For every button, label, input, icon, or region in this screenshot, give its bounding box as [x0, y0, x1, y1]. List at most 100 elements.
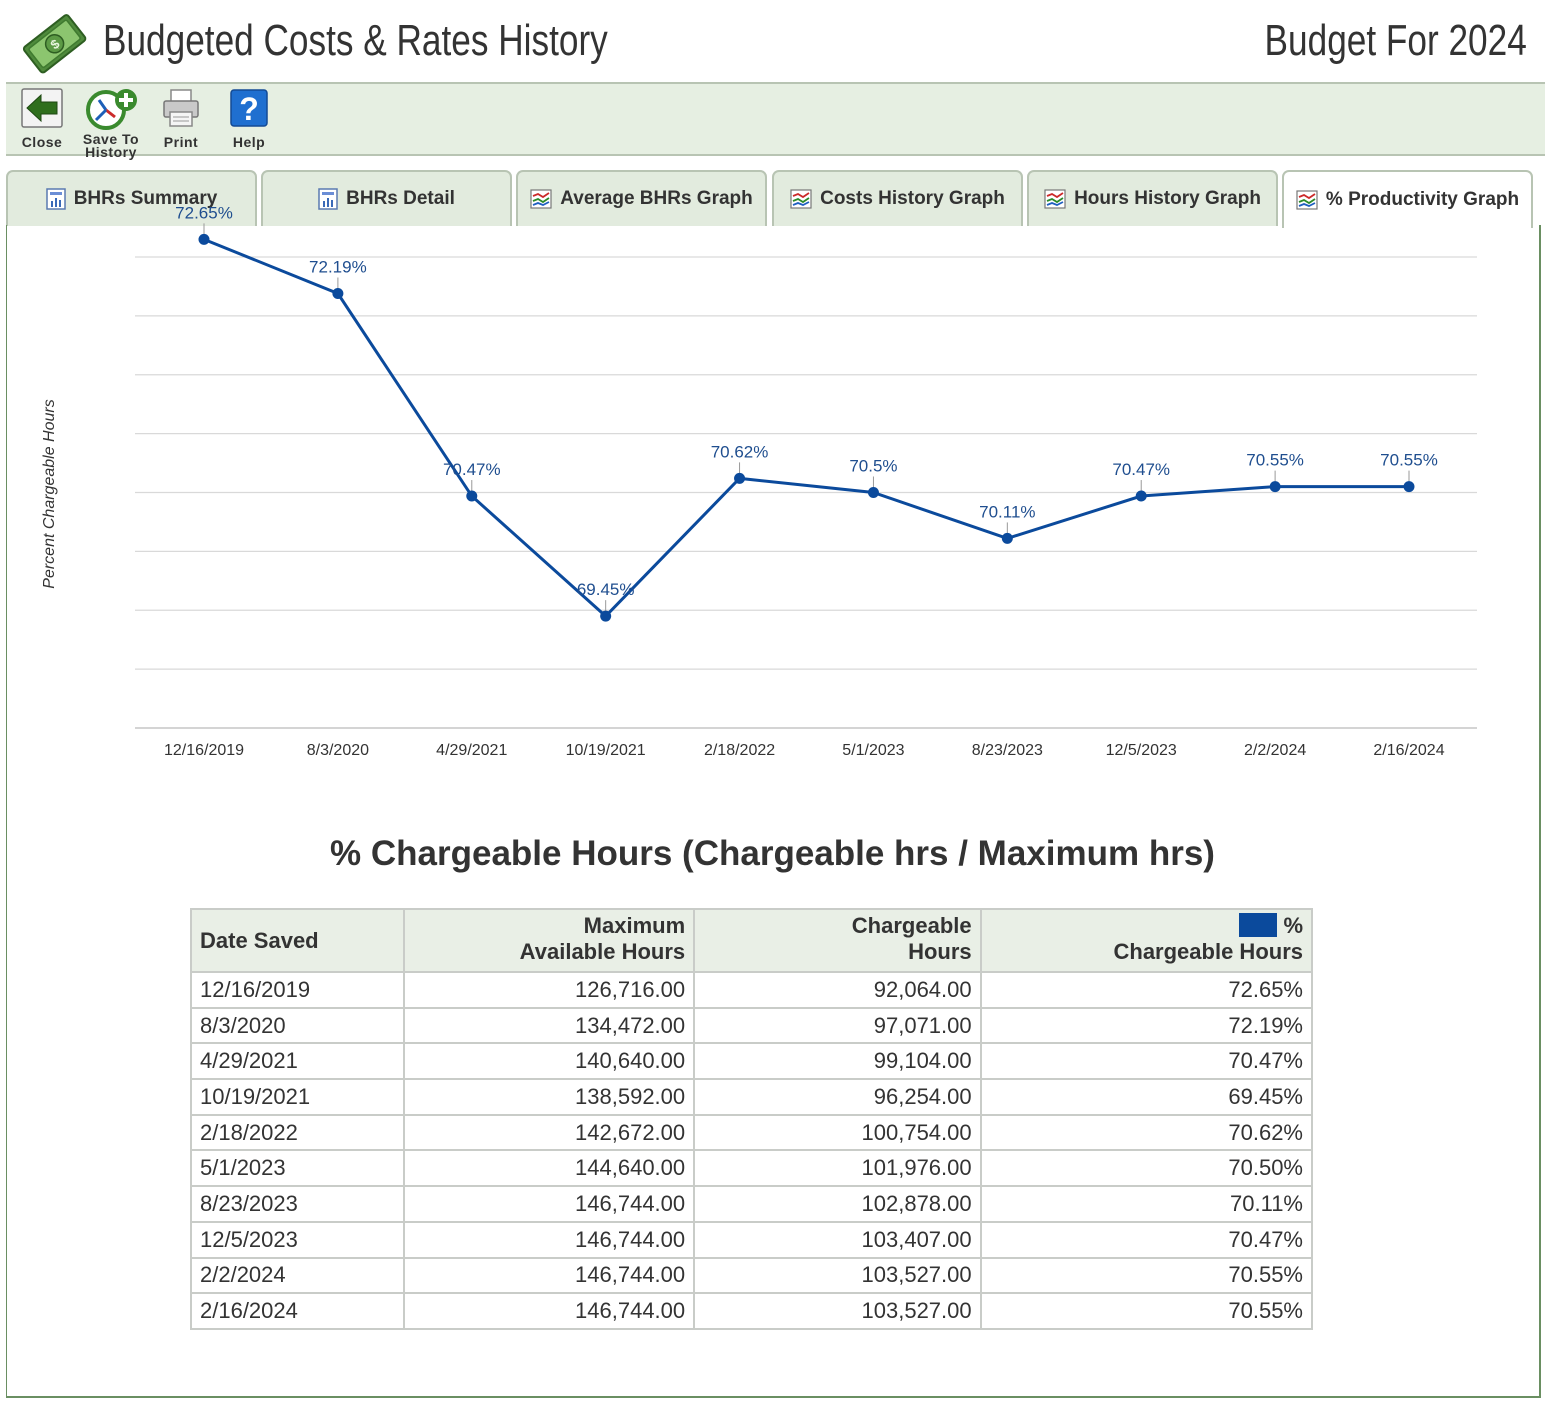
- cell-date-saved: 2/2/2024: [190, 1256, 405, 1295]
- report-icon: [318, 188, 338, 210]
- cell-chargeable-hours: 92,064.00: [693, 971, 982, 1009]
- print-button[interactable]: Print: [160, 88, 202, 149]
- data-point[interactable]: [1403, 481, 1415, 493]
- data-point[interactable]: [600, 610, 612, 622]
- header-charge-line1: Chargeable: [851, 913, 972, 938]
- cell-max-hours: 146,744.00: [402, 1185, 696, 1223]
- data-point[interactable]: [466, 490, 478, 502]
- header-pct-line2: Chargeable Hours: [1113, 939, 1304, 964]
- table-row: 8/23/2023 146,744.00 102,878.00 70.11%: [190, 1185, 1314, 1223]
- tab-label: % Productivity Graph: [1325, 189, 1520, 210]
- data-label: 70.47%: [443, 460, 501, 479]
- chart-series: 72.65% 72.19% 70.47% 69.45% 70.62% 70.5% 70.11…: [175, 203, 1438, 622]
- header-date-saved: Date Saved: [190, 908, 405, 973]
- x-tick-label: 2/2/2024: [1244, 742, 1306, 759]
- data-point[interactable]: [1135, 490, 1147, 502]
- cell-date-saved: 2/18/2022: [190, 1113, 405, 1152]
- table-row: 2/16/2024 146,744.00 103,527.00 70.55%: [190, 1292, 1314, 1330]
- close-label: Close: [21, 134, 63, 150]
- x-tick-label: 5/1/2023: [842, 742, 904, 759]
- table-row: 2/2/2024 146,744.00 103,527.00 70.55%: [190, 1256, 1314, 1295]
- tab-label: Hours History Graph: [1074, 188, 1261, 209]
- line-graph-icon: [1044, 189, 1066, 209]
- data-point[interactable]: [1001, 532, 1013, 544]
- table-row: 12/16/2019 126,716.00 92,064.00 72.65%: [190, 971, 1314, 1009]
- cell-chargeable-hours: 103,407.00: [693, 1220, 982, 1259]
- x-tick-label: 10/19/2021: [566, 742, 646, 759]
- cell-date-saved: 8/3/2020: [190, 1006, 405, 1045]
- productivity-line-chart: Percent Chargeable Hours 12/16/2019 8/3/2…: [41, 203, 1477, 759]
- cell-chargeable-hours: 100,754.00: [693, 1113, 982, 1152]
- data-point[interactable]: [867, 487, 879, 498]
- tab-label: BHRs Summary: [73, 188, 218, 209]
- cell-pct-chargeable: 70.47%: [979, 1220, 1314, 1259]
- x-tick-label: 4/29/2021: [436, 742, 507, 759]
- report-icon: [45, 188, 66, 210]
- cell-pct-chargeable: 70.55%: [979, 1292, 1314, 1330]
- cell-max-hours: 146,744.00: [402, 1256, 696, 1295]
- table-title: % Chargeable Hours (Chargeable hrs / Max…: [330, 834, 1215, 873]
- help-button[interactable]: ? Help: [228, 88, 270, 149]
- cell-pct-chargeable: 70.47%: [979, 1042, 1314, 1081]
- x-tick-label: 8/23/2023: [972, 742, 1043, 759]
- data-point[interactable]: [332, 288, 344, 300]
- printer-icon: [163, 89, 199, 127]
- x-axis-ticks: 12/16/2019 8/3/2020 4/29/2021 10/19/2021 2/1…: [164, 742, 1445, 759]
- cell-pct-chargeable: 69.45%: [979, 1078, 1314, 1116]
- tab-productivity-graph[interactable]: % Productivity Graph: [1282, 170, 1533, 228]
- tab-hours-history-graph[interactable]: Hours History Graph: [1027, 170, 1278, 226]
- save-to-history-button[interactable]: Save To History: [80, 88, 142, 159]
- header-pct-chargeable: % Chargeable Hours: [979, 908, 1314, 973]
- data-point[interactable]: [734, 472, 746, 484]
- line-graph-icon: [530, 189, 552, 209]
- header-max-line2: Available Hours: [519, 939, 686, 964]
- help-label: Help: [232, 134, 266, 150]
- x-tick-label: 2/18/2022: [704, 742, 775, 759]
- tab-costs-history-graph[interactable]: Costs History Graph: [772, 170, 1023, 226]
- cell-chargeable-hours: 103,527.00: [693, 1256, 982, 1295]
- x-tick-label: 2/16/2024: [1373, 742, 1444, 759]
- cell-max-hours: 138,592.00: [402, 1078, 696, 1116]
- table-row: 4/29/2021 140,640.00 99,104.00 70.47%: [190, 1042, 1314, 1081]
- cell-chargeable-hours: 97,071.00: [693, 1006, 982, 1045]
- y-axis-label: Percent Chargeable Hours: [41, 399, 58, 588]
- data-label: 70.62%: [711, 442, 769, 461]
- data-point[interactable]: [1269, 481, 1281, 493]
- cell-date-saved: 2/16/2024: [190, 1292, 405, 1330]
- cell-pct-chargeable: 70.55%: [979, 1256, 1314, 1295]
- table-row: 10/19/2021 138,592.00 96,254.00 69.45%: [190, 1078, 1314, 1116]
- page-title: Budgeted Costs & Rates History: [103, 16, 608, 65]
- cell-max-hours: 140,640.00: [402, 1042, 696, 1081]
- tab-bhrs-summary[interactable]: BHRs Summary: [6, 170, 257, 226]
- tab-average-bhrs-graph[interactable]: Average BHRs Graph: [516, 170, 767, 226]
- cell-max-hours: 146,744.00: [402, 1220, 696, 1259]
- cell-chargeable-hours: 96,254.00: [693, 1078, 982, 1116]
- cell-max-hours: 134,472.00: [402, 1006, 696, 1045]
- data-label: 72.65%: [175, 203, 233, 222]
- budget-year-title: Budget For 2024: [1264, 16, 1527, 65]
- cell-chargeable-hours: 101,976.00: [693, 1149, 982, 1188]
- cell-date-saved: 4/29/2021: [190, 1042, 405, 1081]
- back-arrow-icon: [21, 88, 63, 128]
- table-row: 8/3/2020 134,472.00 97,071.00 72.19%: [190, 1006, 1314, 1045]
- header-max-hours: Maximum Available Hours: [402, 908, 696, 973]
- cell-date-saved: 12/16/2019: [190, 971, 405, 1009]
- data-label: 69.45%: [577, 580, 635, 599]
- x-tick-label: 8/3/2020: [307, 742, 369, 759]
- header-max-line1: Maximum: [583, 913, 686, 938]
- close-button[interactable]: Close: [18, 88, 66, 149]
- tab-bhrs-detail[interactable]: BHRs Detail: [261, 170, 512, 226]
- line-graph-icon: [790, 189, 812, 209]
- header-charge-line2: Hours: [908, 939, 972, 964]
- cell-pct-chargeable: 70.50%: [979, 1149, 1314, 1188]
- save-label-line2: History: [85, 144, 137, 160]
- x-tick-label: 12/5/2023: [1106, 742, 1177, 759]
- data-label: 70.55%: [1380, 451, 1438, 470]
- money-logo-icon: $: [20, 10, 88, 76]
- panel-border-right: [1539, 225, 1541, 1397]
- data-label: 70.47%: [1112, 460, 1170, 479]
- header-date-label: Date Saved: [200, 927, 319, 953]
- cell-max-hours: 126,716.00: [402, 971, 696, 1009]
- data-point[interactable]: [198, 233, 210, 245]
- data-label: 70.5%: [849, 457, 897, 476]
